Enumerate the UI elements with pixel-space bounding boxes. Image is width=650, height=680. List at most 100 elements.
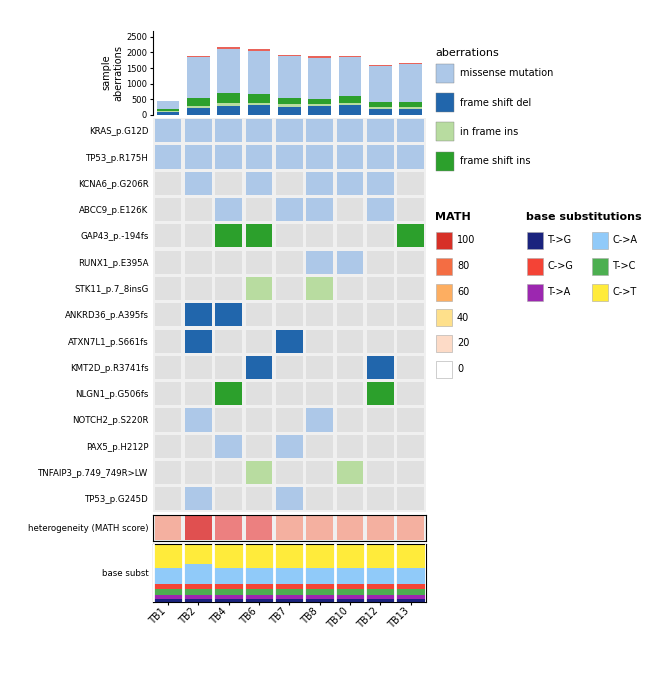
- Bar: [365, 595, 395, 599]
- Bar: [306, 224, 333, 248]
- Bar: [155, 488, 181, 511]
- Bar: [365, 584, 395, 589]
- Text: 20: 20: [457, 339, 469, 348]
- Bar: [339, 103, 361, 105]
- Bar: [183, 564, 213, 584]
- Bar: [339, 105, 361, 115]
- Bar: [337, 224, 363, 248]
- Bar: [335, 584, 365, 589]
- Bar: [185, 146, 212, 169]
- Bar: [308, 105, 331, 106]
- Bar: [276, 303, 303, 326]
- Bar: [155, 516, 181, 539]
- Bar: [217, 93, 240, 103]
- Bar: [185, 198, 212, 221]
- Bar: [246, 146, 272, 169]
- Bar: [367, 356, 394, 379]
- Bar: [337, 516, 363, 539]
- Bar: [397, 488, 424, 511]
- Bar: [215, 356, 242, 379]
- Bar: [155, 356, 181, 379]
- Bar: [246, 488, 272, 511]
- Bar: [276, 198, 303, 221]
- Bar: [399, 65, 422, 102]
- Text: missense mutation: missense mutation: [460, 69, 554, 78]
- Bar: [276, 516, 303, 539]
- Bar: [246, 277, 272, 300]
- Bar: [367, 516, 394, 539]
- Bar: [278, 104, 300, 107]
- Bar: [367, 172, 394, 195]
- Bar: [274, 589, 304, 595]
- Bar: [306, 277, 333, 300]
- Text: T->A: T->A: [547, 287, 571, 296]
- Bar: [276, 277, 303, 300]
- Bar: [153, 589, 183, 595]
- Bar: [187, 57, 209, 98]
- Bar: [183, 599, 213, 602]
- Text: T->G: T->G: [547, 235, 571, 245]
- Bar: [367, 303, 394, 326]
- Bar: [367, 277, 394, 300]
- Bar: [306, 198, 333, 221]
- Bar: [304, 568, 335, 584]
- Bar: [276, 251, 303, 274]
- Bar: [155, 435, 181, 458]
- Bar: [155, 409, 181, 432]
- Bar: [397, 119, 424, 142]
- Bar: [215, 330, 242, 353]
- Bar: [397, 356, 424, 379]
- Text: 100: 100: [457, 235, 475, 245]
- Bar: [367, 146, 394, 169]
- Bar: [185, 409, 212, 432]
- Y-axis label: sample
aberrations: sample aberrations: [102, 45, 124, 101]
- Bar: [395, 568, 426, 584]
- Bar: [306, 303, 333, 326]
- Bar: [397, 146, 424, 169]
- Bar: [155, 330, 181, 353]
- Text: C->A: C->A: [612, 235, 637, 245]
- Bar: [187, 106, 209, 108]
- Bar: [367, 330, 394, 353]
- Text: 40: 40: [457, 313, 469, 322]
- Bar: [217, 103, 240, 106]
- Bar: [337, 409, 363, 432]
- Bar: [365, 568, 395, 584]
- Bar: [274, 568, 304, 584]
- Bar: [274, 599, 304, 602]
- Bar: [397, 198, 424, 221]
- Bar: [369, 102, 391, 107]
- Bar: [185, 435, 212, 458]
- Bar: [183, 595, 213, 599]
- Bar: [215, 303, 242, 326]
- Bar: [157, 109, 179, 111]
- Bar: [155, 382, 181, 405]
- Bar: [395, 544, 426, 568]
- Bar: [274, 595, 304, 599]
- Bar: [185, 461, 212, 484]
- Text: T->C: T->C: [612, 261, 636, 271]
- Bar: [185, 224, 212, 248]
- Bar: [399, 109, 422, 115]
- Bar: [244, 589, 274, 595]
- Bar: [367, 251, 394, 274]
- Bar: [185, 382, 212, 405]
- Bar: [244, 584, 274, 589]
- Bar: [369, 107, 391, 109]
- Bar: [246, 303, 272, 326]
- Bar: [155, 224, 181, 248]
- Bar: [155, 198, 181, 221]
- Text: 80: 80: [457, 261, 469, 271]
- Bar: [215, 461, 242, 484]
- Bar: [215, 382, 242, 405]
- Bar: [246, 516, 272, 539]
- Text: aberrations: aberrations: [436, 48, 499, 58]
- Bar: [185, 172, 212, 195]
- Bar: [274, 584, 304, 589]
- Bar: [183, 544, 213, 564]
- Text: base substitutions: base substitutions: [526, 212, 642, 222]
- Bar: [337, 330, 363, 353]
- Bar: [246, 119, 272, 142]
- Bar: [365, 589, 395, 595]
- Bar: [213, 568, 244, 584]
